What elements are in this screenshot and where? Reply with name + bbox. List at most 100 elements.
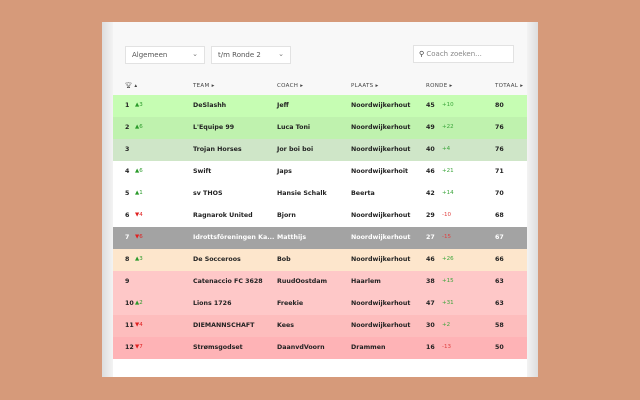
sort-coach-header[interactable]: COACH ▸ — [277, 83, 304, 89]
cell-team: Trojan Horses — [193, 146, 242, 153]
cell-change: ▲6 — [135, 124, 143, 130]
cell-change: ▼7 — [135, 344, 143, 350]
table-row[interactable]: 7 ▼6 Idrottsföreningen Ka... Matthijs Noordw… — [113, 227, 527, 249]
cell-coach: Jeff — [277, 102, 289, 109]
cell-totaal: 50 — [495, 344, 504, 351]
search-icon: ⚲ — [419, 50, 425, 58]
cell-team: DeSlashh — [193, 102, 227, 109]
cell-diff: -10 — [442, 212, 451, 218]
cell-ronde: 27 — [426, 234, 435, 241]
chevron-down-icon: ⌄ — [192, 50, 198, 58]
cell-rank: 11 — [125, 322, 134, 329]
cell-diff: +15 — [442, 278, 454, 284]
sort-totaal-header[interactable]: TOTAAL ▸ — [495, 83, 524, 89]
table-row[interactable]: 2 ▲6 L'Equipe 99 Luca Toni Noordwijkerhout 49… — [113, 117, 527, 139]
cell-ronde: 46 — [426, 256, 435, 263]
table-row[interactable]: 8 ▲3 De Socceroos Bob Noordwijkerhout 46 +26 66 — [113, 249, 527, 271]
cell-totaal: 58 — [495, 322, 504, 329]
cell-plaats: Noordwijkerhout — [351, 102, 411, 109]
cell-plaats: Noordwijkerhoit — [351, 168, 409, 175]
cell-team: DIEMANNSCHAFT — [193, 322, 255, 329]
cell-ronde: 45 — [426, 102, 435, 109]
team-header-label: TEAM — [193, 83, 210, 89]
category-select[interactable]: Algemeen ⌄ — [125, 46, 205, 64]
cell-totaal: 80 — [495, 102, 504, 109]
table-row[interactable]: 1 ▲3 DeSlashh Jeff Noordwijkerhout 45 +10 80 — [113, 95, 527, 117]
coach-search-input[interactable]: ⚲ Coach zoeken... — [413, 45, 514, 63]
sort-team-header[interactable]: TEAM ▸ — [193, 83, 215, 89]
cell-diff: +4 — [442, 146, 451, 152]
cell-totaal: 70 — [495, 190, 504, 197]
cell-coach: Freekie — [277, 300, 304, 307]
table-row[interactable]: 9 Catenaccio FC 3628 RuudOostdam Haarlem 38 +… — [113, 271, 527, 293]
round-select[interactable]: t/m Ronde 2 ⌄ — [211, 46, 291, 64]
chevron-down-icon: ⌄ — [278, 50, 284, 58]
cell-ronde: 49 — [426, 124, 435, 131]
sort-plaats-header[interactable]: PLAATS ▸ — [351, 83, 379, 89]
cell-diff: +14 — [442, 190, 454, 196]
cell-rank: 4 — [125, 168, 130, 175]
cell-coach: RuudOostdam — [277, 278, 328, 285]
sort-ronde-header[interactable]: RONDE ▸ — [426, 83, 453, 89]
search-placeholder: Coach zoeken... — [426, 50, 482, 58]
cell-change: ▲3 — [135, 102, 143, 108]
cell-totaal: 71 — [495, 168, 504, 175]
cell-totaal: 66 — [495, 256, 504, 263]
cell-team: De Socceroos — [193, 256, 241, 263]
cell-diff: +10 — [442, 102, 454, 108]
table-row[interactable]: 12 ▼7 Strømsgodset DaanvdVoorn Drammen 16 -13 5… — [113, 337, 527, 359]
cell-team: Catenaccio FC 3628 — [193, 278, 263, 285]
coach-header-label: COACH — [277, 83, 299, 89]
cell-rank: 2 — [125, 124, 130, 131]
ronde-header-label: RONDE — [426, 83, 448, 89]
table-row[interactable]: 4 ▲6 Swift Japs Noordwijkerhoit 46 +21 71 — [113, 161, 527, 183]
cell-totaal: 76 — [495, 146, 504, 153]
cell-team: Lions 1726 — [193, 300, 232, 307]
cell-plaats: Haarlem — [351, 278, 381, 285]
cell-totaal: 68 — [495, 212, 504, 219]
cell-coach: Bob — [277, 256, 291, 263]
cell-rank: 7 — [125, 234, 130, 241]
cell-ronde: 40 — [426, 146, 435, 153]
sort-rank-header[interactable]: 🏆︎ ▴ — [125, 83, 138, 89]
cell-totaal: 67 — [495, 234, 504, 241]
cell-ronde: 30 — [426, 322, 435, 329]
cell-rank: 1 — [125, 102, 130, 109]
table-row[interactable]: 3 Trojan Horses Jor boi boi Noordwijkerhout… — [113, 139, 527, 161]
cell-totaal: 63 — [495, 278, 504, 285]
cell-change: ▼6 — [135, 234, 143, 240]
standings-card: Algemeen ⌄ t/m Ronde 2 ⌄ ⚲ Coach zoeken.… — [102, 22, 538, 377]
cell-plaats: Beerta — [351, 190, 375, 197]
cell-plaats: Drammen — [351, 344, 386, 351]
cell-change: ▼4 — [135, 212, 143, 218]
round-value: t/m Ronde 2 — [218, 51, 261, 59]
cell-change: ▲1 — [135, 190, 143, 196]
cell-rank: 12 — [125, 344, 134, 351]
cell-rank: 10 — [125, 300, 134, 307]
cell-coach: DaanvdVoorn — [277, 344, 325, 351]
cell-team: Ragnarok United — [193, 212, 253, 219]
table-row[interactable]: 5 ▲1 sv THOS Hansie Schalk Beerta 42 +14 70 — [113, 183, 527, 205]
cell-ronde: 16 — [426, 344, 435, 351]
cell-diff: +31 — [442, 300, 454, 306]
table-row[interactable]: 10 ▲2 Lions 1726 Freekie Noordwijkerhout 47 +3… — [113, 293, 527, 315]
cell-team: Swift — [193, 168, 212, 175]
category-value: Algemeen — [132, 51, 168, 59]
cell-change: ▲2 — [135, 300, 143, 306]
cell-diff: +21 — [442, 168, 454, 174]
cell-totaal: 63 — [495, 300, 504, 307]
cell-plaats: Noordwijkerhout — [351, 256, 411, 263]
cell-diff: +26 — [442, 256, 454, 262]
totaal-header-label: TOTAAL — [495, 83, 519, 89]
cell-rank: 9 — [125, 278, 130, 285]
table-row[interactable]: 11 ▼4 DIEMANNSCHAFT Kees Noordwijkerhout 30 +2… — [113, 315, 527, 337]
cell-rank: 5 — [125, 190, 130, 197]
standings-panel: Algemeen ⌄ t/m Ronde 2 ⌄ ⚲ Coach zoeken.… — [113, 22, 527, 377]
cell-diff: -13 — [442, 344, 451, 350]
cell-plaats: Noordwijkerhout — [351, 322, 411, 329]
cell-plaats: Noordwijkerhout — [351, 234, 411, 241]
cell-plaats: Noordwijkerhout — [351, 300, 411, 307]
cell-coach: Japs — [277, 168, 292, 175]
cell-plaats: Noordwijkerhout — [351, 146, 411, 153]
table-row[interactable]: 6 ▼4 Ragnarok United Bjorn Noordwijkerhout 29… — [113, 205, 527, 227]
